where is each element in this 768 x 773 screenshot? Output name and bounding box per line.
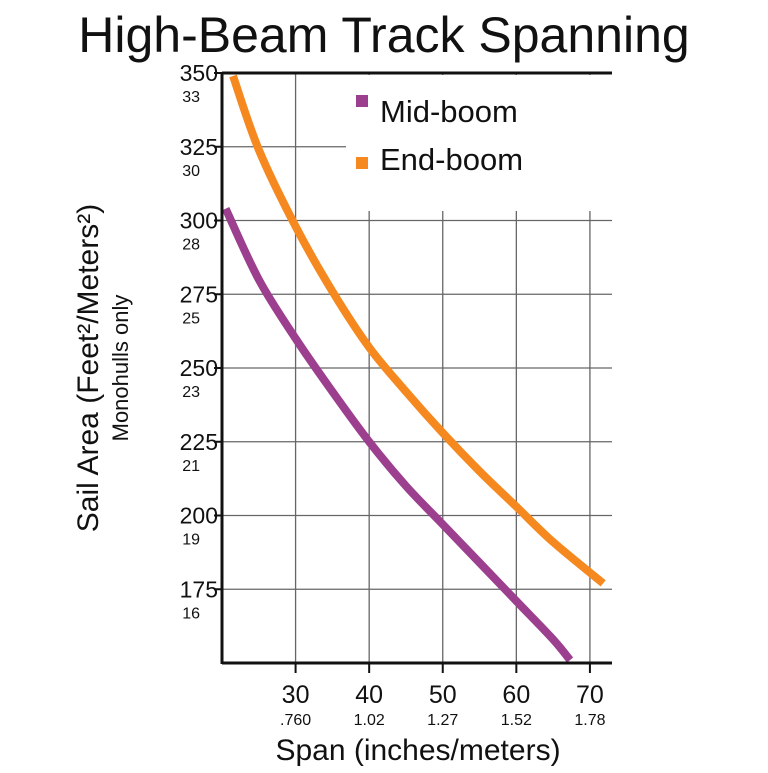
x-tick-label: 40 <box>355 681 383 709</box>
legend-label-mid-boom: Mid-boom <box>380 94 518 129</box>
y-tick-label: 225 <box>180 429 218 455</box>
y-tick-label: 325 <box>180 134 218 160</box>
y-tick-sublabel: 30 <box>182 163 200 180</box>
series-line-end-boom <box>229 74 606 587</box>
legend-swatch-end-boom <box>356 157 368 169</box>
y-tick-sublabel: 21 <box>182 458 200 475</box>
y-tick-sublabel: 28 <box>182 237 200 254</box>
y-tick-sublabel: 25 <box>182 310 200 327</box>
y-tick-label: 275 <box>180 281 218 307</box>
x-tick-sublabel: .760 <box>280 712 311 729</box>
y-axis-sublabel: Monohulls only <box>108 295 133 442</box>
y-tick-label: 350 <box>180 60 218 86</box>
y-tick-label: 175 <box>180 576 218 602</box>
y-tick-label: 250 <box>180 355 218 381</box>
x-tick-sublabel: 1.52 <box>501 712 532 729</box>
legend: Mid-boom End-boom <box>356 94 523 177</box>
y-tick-sublabel: 16 <box>182 605 200 622</box>
y-axis-label: Sail Area (Feet²/Meters²) <box>72 204 105 532</box>
x-tick-label: 70 <box>576 681 604 709</box>
x-tick-sublabel: 1.27 <box>427 712 458 729</box>
x-tick-label: 60 <box>502 681 530 709</box>
y-tick-sublabel: 23 <box>182 384 200 401</box>
series-line-mid-boom <box>222 207 574 663</box>
legend-swatch-mid-boom <box>356 95 368 107</box>
y-tick-sublabel: 33 <box>182 89 200 106</box>
x-tick-label: 30 <box>282 681 310 709</box>
x-tick-sublabel: 1.02 <box>354 712 385 729</box>
series-group <box>222 74 606 663</box>
y-tick-label: 200 <box>180 503 218 529</box>
ticks: 350 33 325 30 300 28 275 25 250 23 225 21 200 19 175 16… <box>180 60 606 729</box>
legend-box <box>346 75 612 211</box>
x-axis-label: Span (inches/meters) <box>275 734 560 767</box>
y-tick-label: 300 <box>180 208 218 234</box>
legend-label-end-boom: End-boom <box>380 142 523 177</box>
y-tick-sublabel: 19 <box>182 532 200 549</box>
chart-title: High-Beam Track Spanning <box>78 7 689 63</box>
x-tick-label: 50 <box>429 681 457 709</box>
x-tick-sublabel: 1.78 <box>574 712 605 729</box>
